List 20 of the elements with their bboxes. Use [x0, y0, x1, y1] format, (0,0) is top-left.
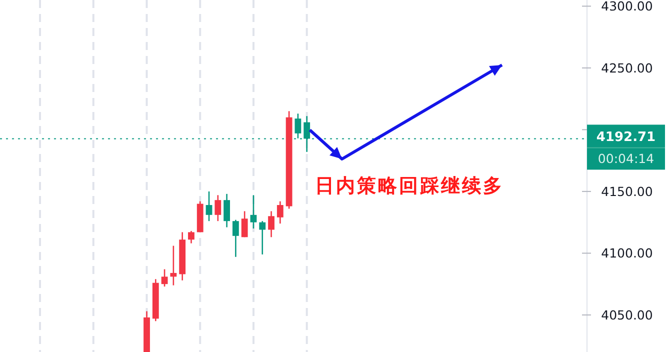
candlestick [206, 190, 212, 222]
candlestick [241, 210, 248, 238]
candlestick [276, 200, 284, 224]
candlestick [232, 219, 239, 258]
candlestick [161, 268, 168, 288]
candlestick [259, 220, 266, 256]
y-tick-label: 4050.00 [601, 307, 653, 322]
y-tick-label: 4300.00 [601, 0, 653, 14]
candlestick [250, 194, 257, 230]
ref-line-label: 4192.71 [596, 130, 656, 146]
y-tick-label: 4150.00 [601, 184, 653, 199]
annotation: 日内策略回踩继续多 [315, 175, 504, 197]
candlestick [268, 210, 274, 238]
candlestick [170, 245, 177, 286]
candlestick [224, 193, 230, 228]
text: 00:04:14 [598, 151, 654, 166]
y-tick-label: 4250.00 [601, 60, 653, 76]
candlestick [188, 230, 194, 244]
candlestick [214, 194, 222, 222]
y-tick-label: 4100.00 [601, 246, 653, 261]
